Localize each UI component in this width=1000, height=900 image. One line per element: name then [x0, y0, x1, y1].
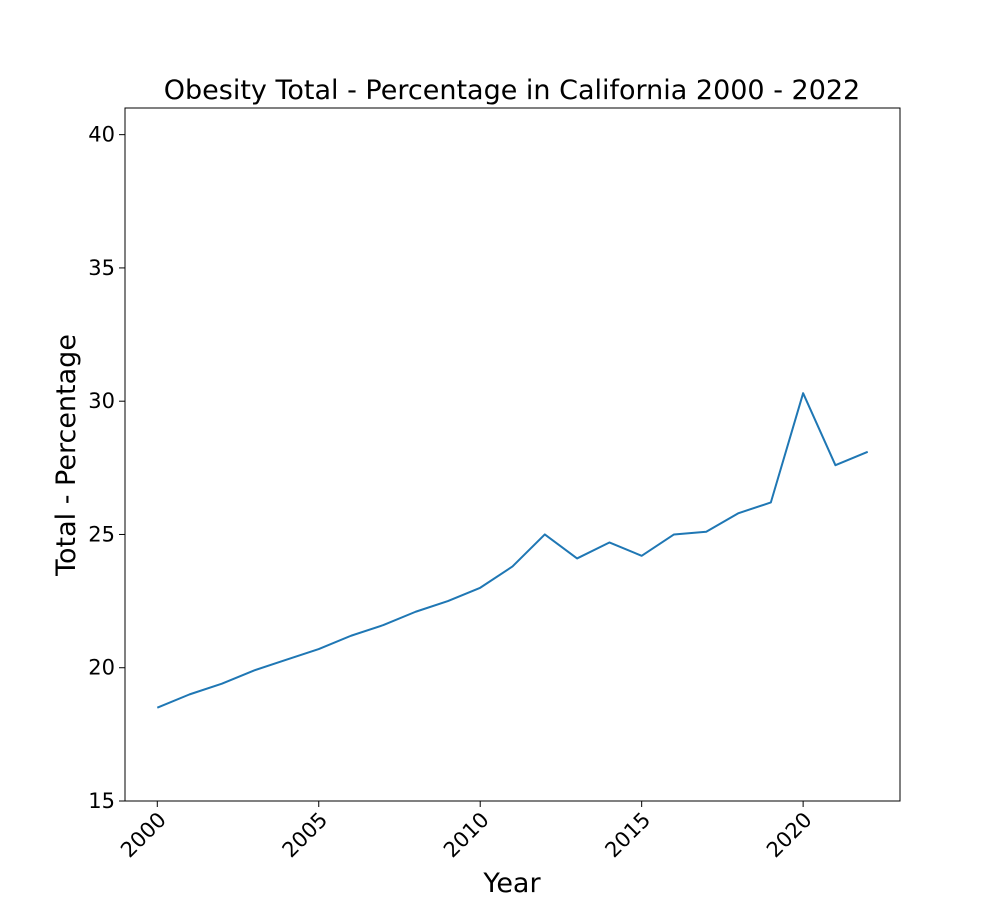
y-tick-label: 25 — [88, 522, 115, 546]
y-tick-label: 30 — [88, 389, 115, 413]
x-tick-label: 2020 — [762, 808, 817, 863]
x-tick-label: 2015 — [600, 808, 655, 863]
y-tick-label: 35 — [88, 256, 115, 280]
x-tick-label: 2000 — [116, 808, 171, 863]
series-line — [156, 392, 869, 709]
y-axis-label: Total - Percentage — [51, 334, 82, 577]
y-tick-label: 20 — [88, 656, 115, 680]
plot-frame — [124, 107, 901, 802]
y-tick-label: 15 — [88, 789, 115, 813]
y-axis-ticks: 15 20 25 30 35 40 — [88, 123, 125, 813]
x-axis-ticks: 2000 2005 2010 2015 2020 — [116, 801, 817, 862]
x-axis-label: Year — [482, 868, 541, 899]
plot-area — [156, 392, 869, 709]
y-tick-label: 40 — [88, 123, 115, 147]
x-tick-label: 2010 — [439, 808, 494, 863]
chart-title: Obesity Total - Percentage in California… — [164, 75, 860, 106]
x-tick-label: 2005 — [278, 808, 333, 863]
